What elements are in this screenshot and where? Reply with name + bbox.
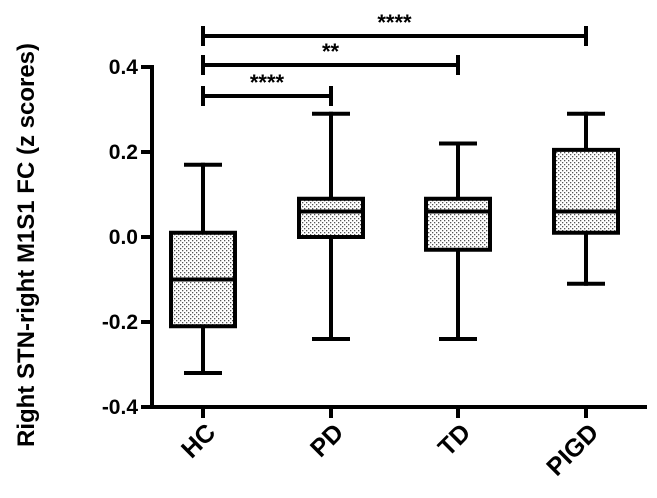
significance-label: **** — [250, 70, 285, 95]
iqr-box — [424, 196, 492, 252]
significance-label: ** — [322, 39, 340, 64]
y-tick-label: 0.2 — [109, 141, 138, 164]
box-hc — [169, 162, 237, 375]
significance-bracket-hc-pigd: **** — [201, 10, 588, 46]
box-td — [424, 141, 492, 341]
y-tick-label: -0.2 — [102, 311, 138, 334]
iqr-box — [297, 196, 365, 239]
iqr-box — [552, 147, 620, 235]
x-tick-label-hc: HC — [176, 418, 221, 463]
box-pigd — [552, 111, 620, 286]
y-axis-title: Right STN-right M1S1 FC (z scores) — [13, 43, 40, 447]
box-pd — [297, 111, 365, 341]
y-tick-label: -0.4 — [102, 396, 139, 419]
x-tick-label-pigd: PIGD — [541, 418, 604, 481]
significance-label: **** — [377, 10, 412, 35]
x-tick-label-pd: PD — [305, 418, 349, 462]
significance-bracket-hc-pd: **** — [201, 70, 333, 106]
y-tick-label: 0.0 — [109, 226, 138, 249]
significance-bracket-hc-td: ** — [201, 39, 460, 75]
x-tick-label-td: TD — [433, 418, 476, 461]
y-tick-label: 0.4 — [109, 56, 139, 79]
